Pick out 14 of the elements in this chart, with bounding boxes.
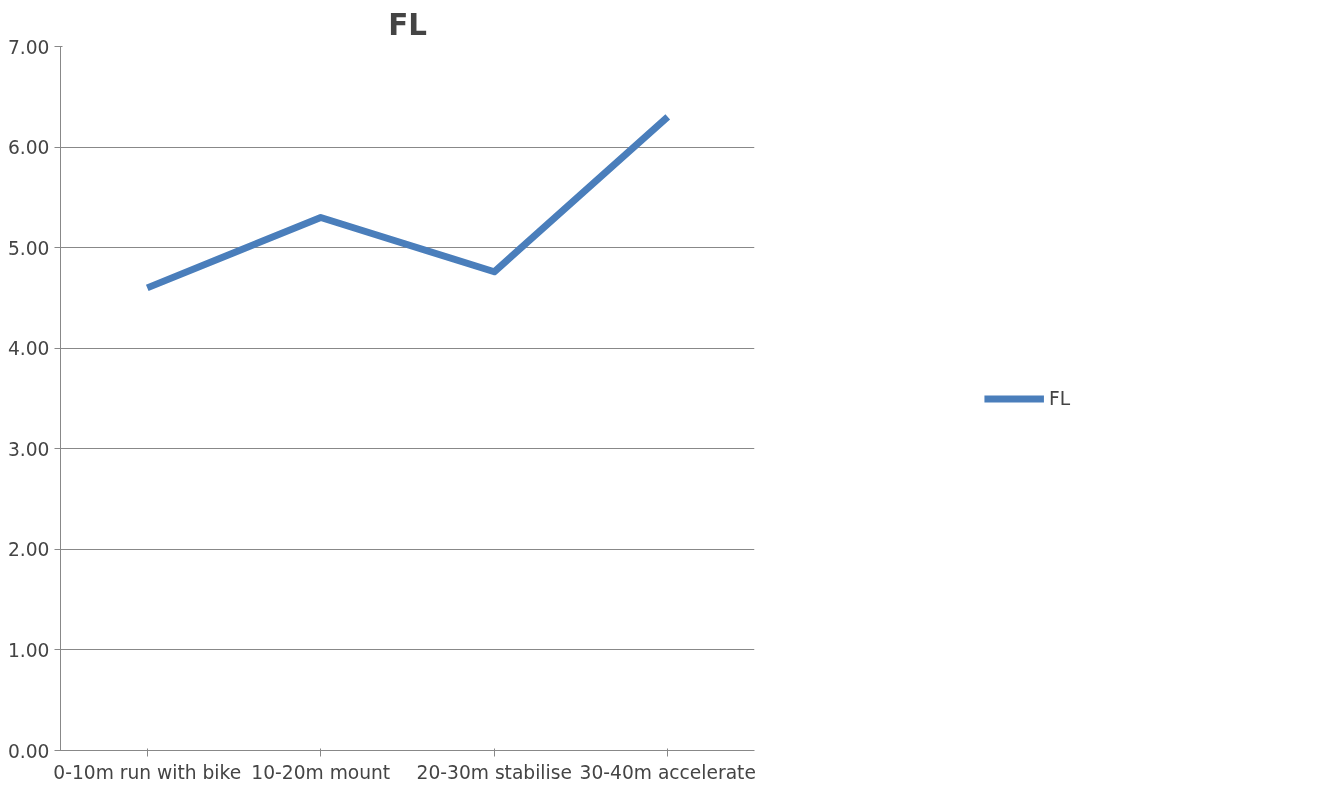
y-tick-label: 2.00 [7,539,50,561]
y-tick-label: 7.00 [7,36,50,58]
y-tick-label: 3.00 [7,438,50,460]
y-tick-label: 4.00 [7,338,50,360]
y-tick-label: 5.00 [7,237,50,259]
legend-label: FL [1048,387,1071,409]
x-tick-label: 0-10m run with bike [53,761,242,783]
x-tick-label: 30-40m accelerate [579,761,756,783]
y-tick-label: 6.00 [7,137,50,159]
chart-title: FL [388,7,427,42]
y-tick-label: 0.00 [7,740,50,762]
x-tick-label: 10-20m mount [251,761,391,783]
y-tick-label: 1.00 [7,639,50,661]
x-tick-label: 20-30m stabilise [416,761,572,783]
